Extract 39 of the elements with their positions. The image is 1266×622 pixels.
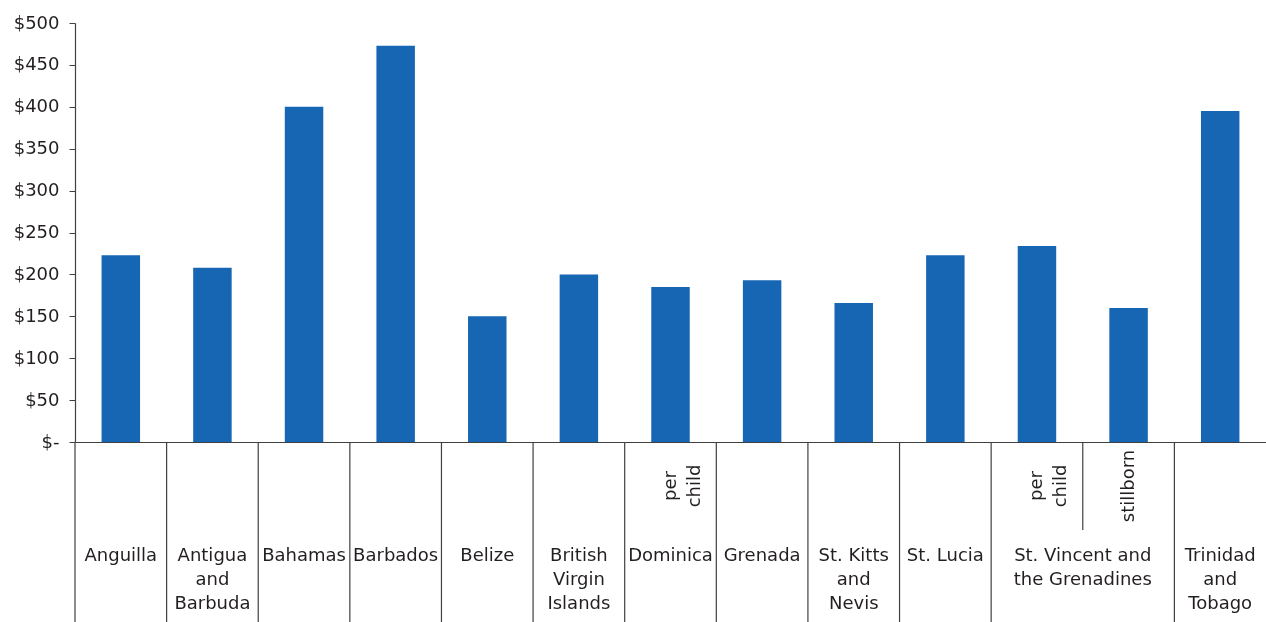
text: per child	[1024, 464, 1070, 508]
x-tick-label: Grenada	[723, 543, 801, 565]
bar	[1200, 110, 1240, 442]
y-tick-label: $-	[41, 430, 60, 452]
text: per child	[658, 464, 704, 508]
bar	[376, 45, 415, 442]
y-tick-label: $450	[13, 53, 60, 75]
x-tick-label: Antigua and Barbuda	[174, 543, 251, 613]
x-tick-label: Anguilla	[84, 543, 158, 565]
x-tick-label: Trinidad and Tobago	[1183, 543, 1256, 613]
y-tick-label: $350	[13, 137, 60, 159]
x-tick-label: Barbados	[353, 543, 439, 565]
y-tick-label: $400	[13, 95, 60, 117]
bar	[926, 255, 965, 442]
bar	[1017, 245, 1057, 442]
y-tick-label: $100	[13, 346, 60, 368]
y-tick-label: $50	[25, 388, 60, 410]
bar	[101, 255, 141, 442]
x-tick-label: British Virgin Islands	[547, 543, 611, 613]
bar	[834, 302, 873, 442]
y-tick-label: $150	[13, 304, 60, 326]
y-tick-label: $300	[13, 179, 60, 201]
y-tick-label: $200	[13, 262, 60, 284]
x-tick-label: St. Kitts and Nevis	[818, 543, 889, 613]
y-tick-label: $500	[13, 11, 60, 33]
text: stillborn	[1116, 449, 1138, 523]
bar	[1109, 307, 1148, 442]
x-tick-label: Dominica	[628, 543, 713, 565]
x-tick-label: St. Vincent and the Grenadines	[1013, 543, 1152, 589]
bar	[559, 274, 599, 442]
bar	[193, 267, 232, 442]
bar	[468, 316, 507, 442]
bar	[651, 286, 690, 442]
y-tick-label: $250	[13, 221, 60, 242]
bar	[742, 280, 782, 442]
x-tick-label: Bahamas	[262, 543, 346, 565]
x-tick-label: Belize	[460, 543, 515, 565]
x-tick-label: St. Lucia	[906, 543, 984, 565]
bar	[284, 106, 324, 442]
